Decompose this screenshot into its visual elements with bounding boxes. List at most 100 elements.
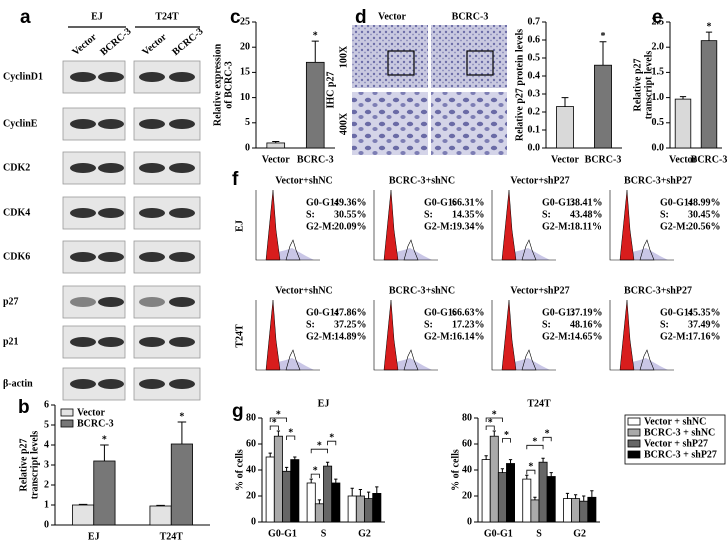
y-tick-label: 0.5 <box>652 117 665 128</box>
y-tick-label: 0.5 <box>528 52 541 63</box>
phase-label: G2-M: <box>660 221 689 232</box>
bar <box>306 482 316 523</box>
legend-swatch <box>627 439 641 448</box>
significance: * <box>601 31 606 42</box>
ihc-title: IHC p27 <box>325 72 336 109</box>
y-tick-label: 0 <box>251 516 256 527</box>
x-tick-label: BCRC-3 <box>585 154 622 165</box>
y-axis-label: % of cells <box>450 449 461 491</box>
error-bar <box>177 421 187 444</box>
y-axis-label: transcript levels <box>29 431 40 500</box>
bar <box>556 106 574 149</box>
significance: * <box>329 432 334 443</box>
bar <box>314 503 324 523</box>
bracket <box>310 448 329 454</box>
bar <box>506 463 516 523</box>
condition-label: Vector <box>140 31 169 58</box>
panel-label: f <box>232 169 239 190</box>
phase-label: S: <box>306 319 315 330</box>
protein-label: CyclinE <box>3 118 38 129</box>
bar <box>700 40 718 149</box>
phase-label: G0-G1: <box>424 307 456 318</box>
error-bar <box>284 466 289 472</box>
blot-band <box>70 379 96 389</box>
bracket <box>526 469 536 475</box>
histogram-title: Vector+shNC <box>275 285 333 296</box>
significance: * <box>276 409 281 420</box>
legend-label: BCRC-3 <box>77 418 114 429</box>
phase-label: S: <box>424 319 433 330</box>
significance: * <box>179 411 184 422</box>
y-tick-label: 0.0 <box>528 142 541 153</box>
histogram-axes <box>255 190 320 261</box>
phase-value: 48.16% <box>570 319 603 330</box>
bar <box>290 459 300 523</box>
error-bar <box>492 430 496 437</box>
significance: * <box>707 21 712 32</box>
y-tick-label: 2.0 <box>652 41 665 52</box>
y-tick-label: 0 <box>44 519 49 530</box>
phase-label: G2-M: <box>424 221 453 232</box>
panel-label: a <box>20 7 31 28</box>
x-tick-label: Vector <box>551 154 580 165</box>
legend-label: BCRC-3 + shP27 <box>644 449 717 460</box>
error-bar <box>366 491 371 499</box>
protein-label: CDK6 <box>3 251 30 262</box>
phase-label: S: <box>306 209 315 220</box>
blot-band <box>70 208 96 218</box>
bar <box>364 498 374 523</box>
error-bar <box>272 140 280 143</box>
legend-swatch <box>60 408 74 417</box>
bar <box>93 460 116 526</box>
phase-label: G0-G1: <box>542 197 574 208</box>
blot-band <box>70 163 96 173</box>
y-tick-label: 0.7 <box>528 16 541 27</box>
phase-label: G0-G1: <box>306 307 338 318</box>
y-tick-label: 1.5 <box>652 67 665 78</box>
y-tick-label: 20 <box>246 490 256 501</box>
histogram-axes <box>373 300 438 371</box>
y-axis-label: % of cells <box>234 449 245 491</box>
y-tick-label: 0.2 <box>528 106 541 117</box>
phase-value: 43.48% <box>570 209 603 220</box>
condition-label: BCRC-3 <box>98 26 133 58</box>
histogram-axes <box>491 190 556 261</box>
histogram-axes <box>491 300 556 371</box>
phase-value: 16.14% <box>452 331 485 342</box>
histogram-title: BCRC-3+shNC <box>389 285 455 296</box>
protein-label: p21 <box>3 336 19 347</box>
legend-swatch <box>627 428 641 437</box>
error-bar <box>78 503 88 505</box>
phase-label: S: <box>660 319 669 330</box>
g1-peak <box>501 189 517 261</box>
x-tick-label: G2 <box>358 528 371 539</box>
y-tick-label: 10 <box>240 92 250 103</box>
chart-title: EJ <box>318 398 330 409</box>
phase-value: 49.36% <box>334 197 367 208</box>
phase-label: G0-G1: <box>660 307 692 318</box>
significance: * <box>317 440 322 451</box>
error-bar <box>549 472 553 477</box>
blot-band <box>139 252 165 262</box>
x-tick-label: T24T <box>160 531 184 542</box>
bar <box>170 443 193 526</box>
protein-label: CDK2 <box>3 162 30 173</box>
error-bar <box>525 474 529 480</box>
bar <box>282 470 292 523</box>
blot-band <box>169 379 195 389</box>
y-tick-label: 20 <box>240 41 250 52</box>
phase-label: G2-M: <box>306 221 335 232</box>
g1-peak <box>265 299 281 371</box>
x-tick-label: G0-G1 <box>484 528 513 539</box>
phase-label: G2-M: <box>660 331 689 342</box>
x-tick-label: Vector <box>669 154 698 165</box>
bar <box>489 435 499 523</box>
phase-label: G2-M: <box>542 221 571 232</box>
y-tick-label: 80 <box>462 412 472 423</box>
bar <box>355 495 365 523</box>
bracket <box>485 425 495 430</box>
y-tick-label: 60 <box>246 438 256 449</box>
bracket <box>269 417 288 422</box>
bracket <box>526 444 544 450</box>
g1-peak <box>501 299 517 371</box>
